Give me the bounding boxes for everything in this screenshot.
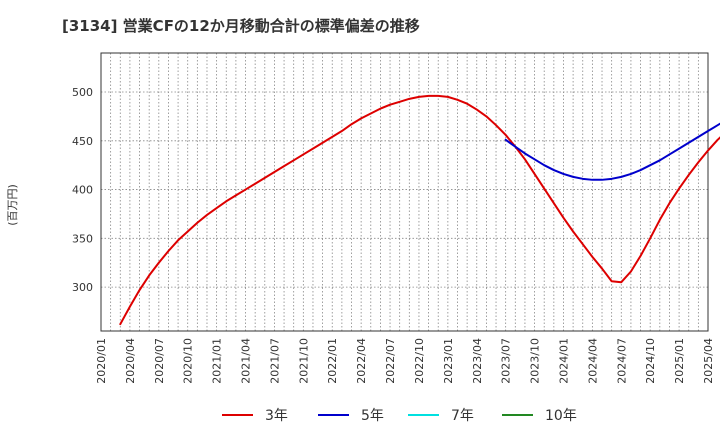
legend-label: 10年: [545, 408, 577, 424]
x-tick-label: 2021/10: [297, 338, 310, 384]
y-tick-label: 500: [72, 86, 93, 99]
x-tick-label: 2023/10: [529, 338, 542, 384]
x-tick-label: 2023/04: [471, 338, 484, 384]
x-axis-ticks: 2020/01 2020/04 2020/07 2020/10 2021/01 2021/…: [95, 338, 715, 384]
y-tick-label: 350: [72, 232, 93, 245]
x-tick-label: 2023/07: [500, 338, 513, 384]
y-axis-label: (百万円): [6, 184, 19, 226]
legend: 3年 5年 7年 10年: [222, 408, 577, 424]
series-lines: [119, 94, 720, 326]
y-tick-label: 400: [72, 184, 93, 197]
y-axis-ticks: 300 350 400 450 500: [72, 86, 93, 294]
y-tick-label: 300: [72, 281, 93, 294]
plot-area: [101, 53, 708, 331]
x-tick-label: 2020/04: [124, 338, 137, 384]
x-tick-label: 2020/01: [95, 338, 108, 384]
x-tick-label: 2021/01: [211, 338, 224, 384]
legend-label: 5年: [361, 408, 384, 424]
x-tick-label: 2022/04: [355, 338, 368, 384]
x-tick-label: 2024/07: [615, 338, 628, 384]
vertical-grid: [110, 53, 699, 331]
x-tick-label: 2024/10: [644, 338, 657, 384]
x-tick-label: 2022/01: [326, 338, 339, 384]
series-line-3年: [119, 94, 720, 326]
x-tick-label: 2021/04: [240, 338, 253, 384]
x-tick-label: 2022/07: [384, 338, 397, 384]
x-tick-label: 2024/01: [557, 338, 570, 384]
y-tick-label: 450: [72, 135, 93, 148]
x-tick-label: 2022/10: [413, 338, 426, 384]
x-tick-label: 2021/07: [268, 338, 281, 384]
plot-frame: [100, 52, 709, 332]
chart-title: [3134] 営業CFの12か月移動合計の標準偏差の推移: [62, 17, 420, 35]
x-tick-label: 2020/10: [182, 338, 195, 384]
series-line-5年: [504, 122, 720, 181]
x-tick-label: 2020/07: [153, 338, 166, 384]
x-tick-label: 2025/04: [702, 338, 715, 384]
legend-label: 7年: [451, 408, 474, 424]
legend-label: 3年: [265, 408, 288, 424]
x-tick-label: 2024/04: [586, 338, 599, 384]
x-tick-label: 2025/01: [673, 338, 686, 384]
x-tick-label: 2023/01: [442, 338, 455, 384]
